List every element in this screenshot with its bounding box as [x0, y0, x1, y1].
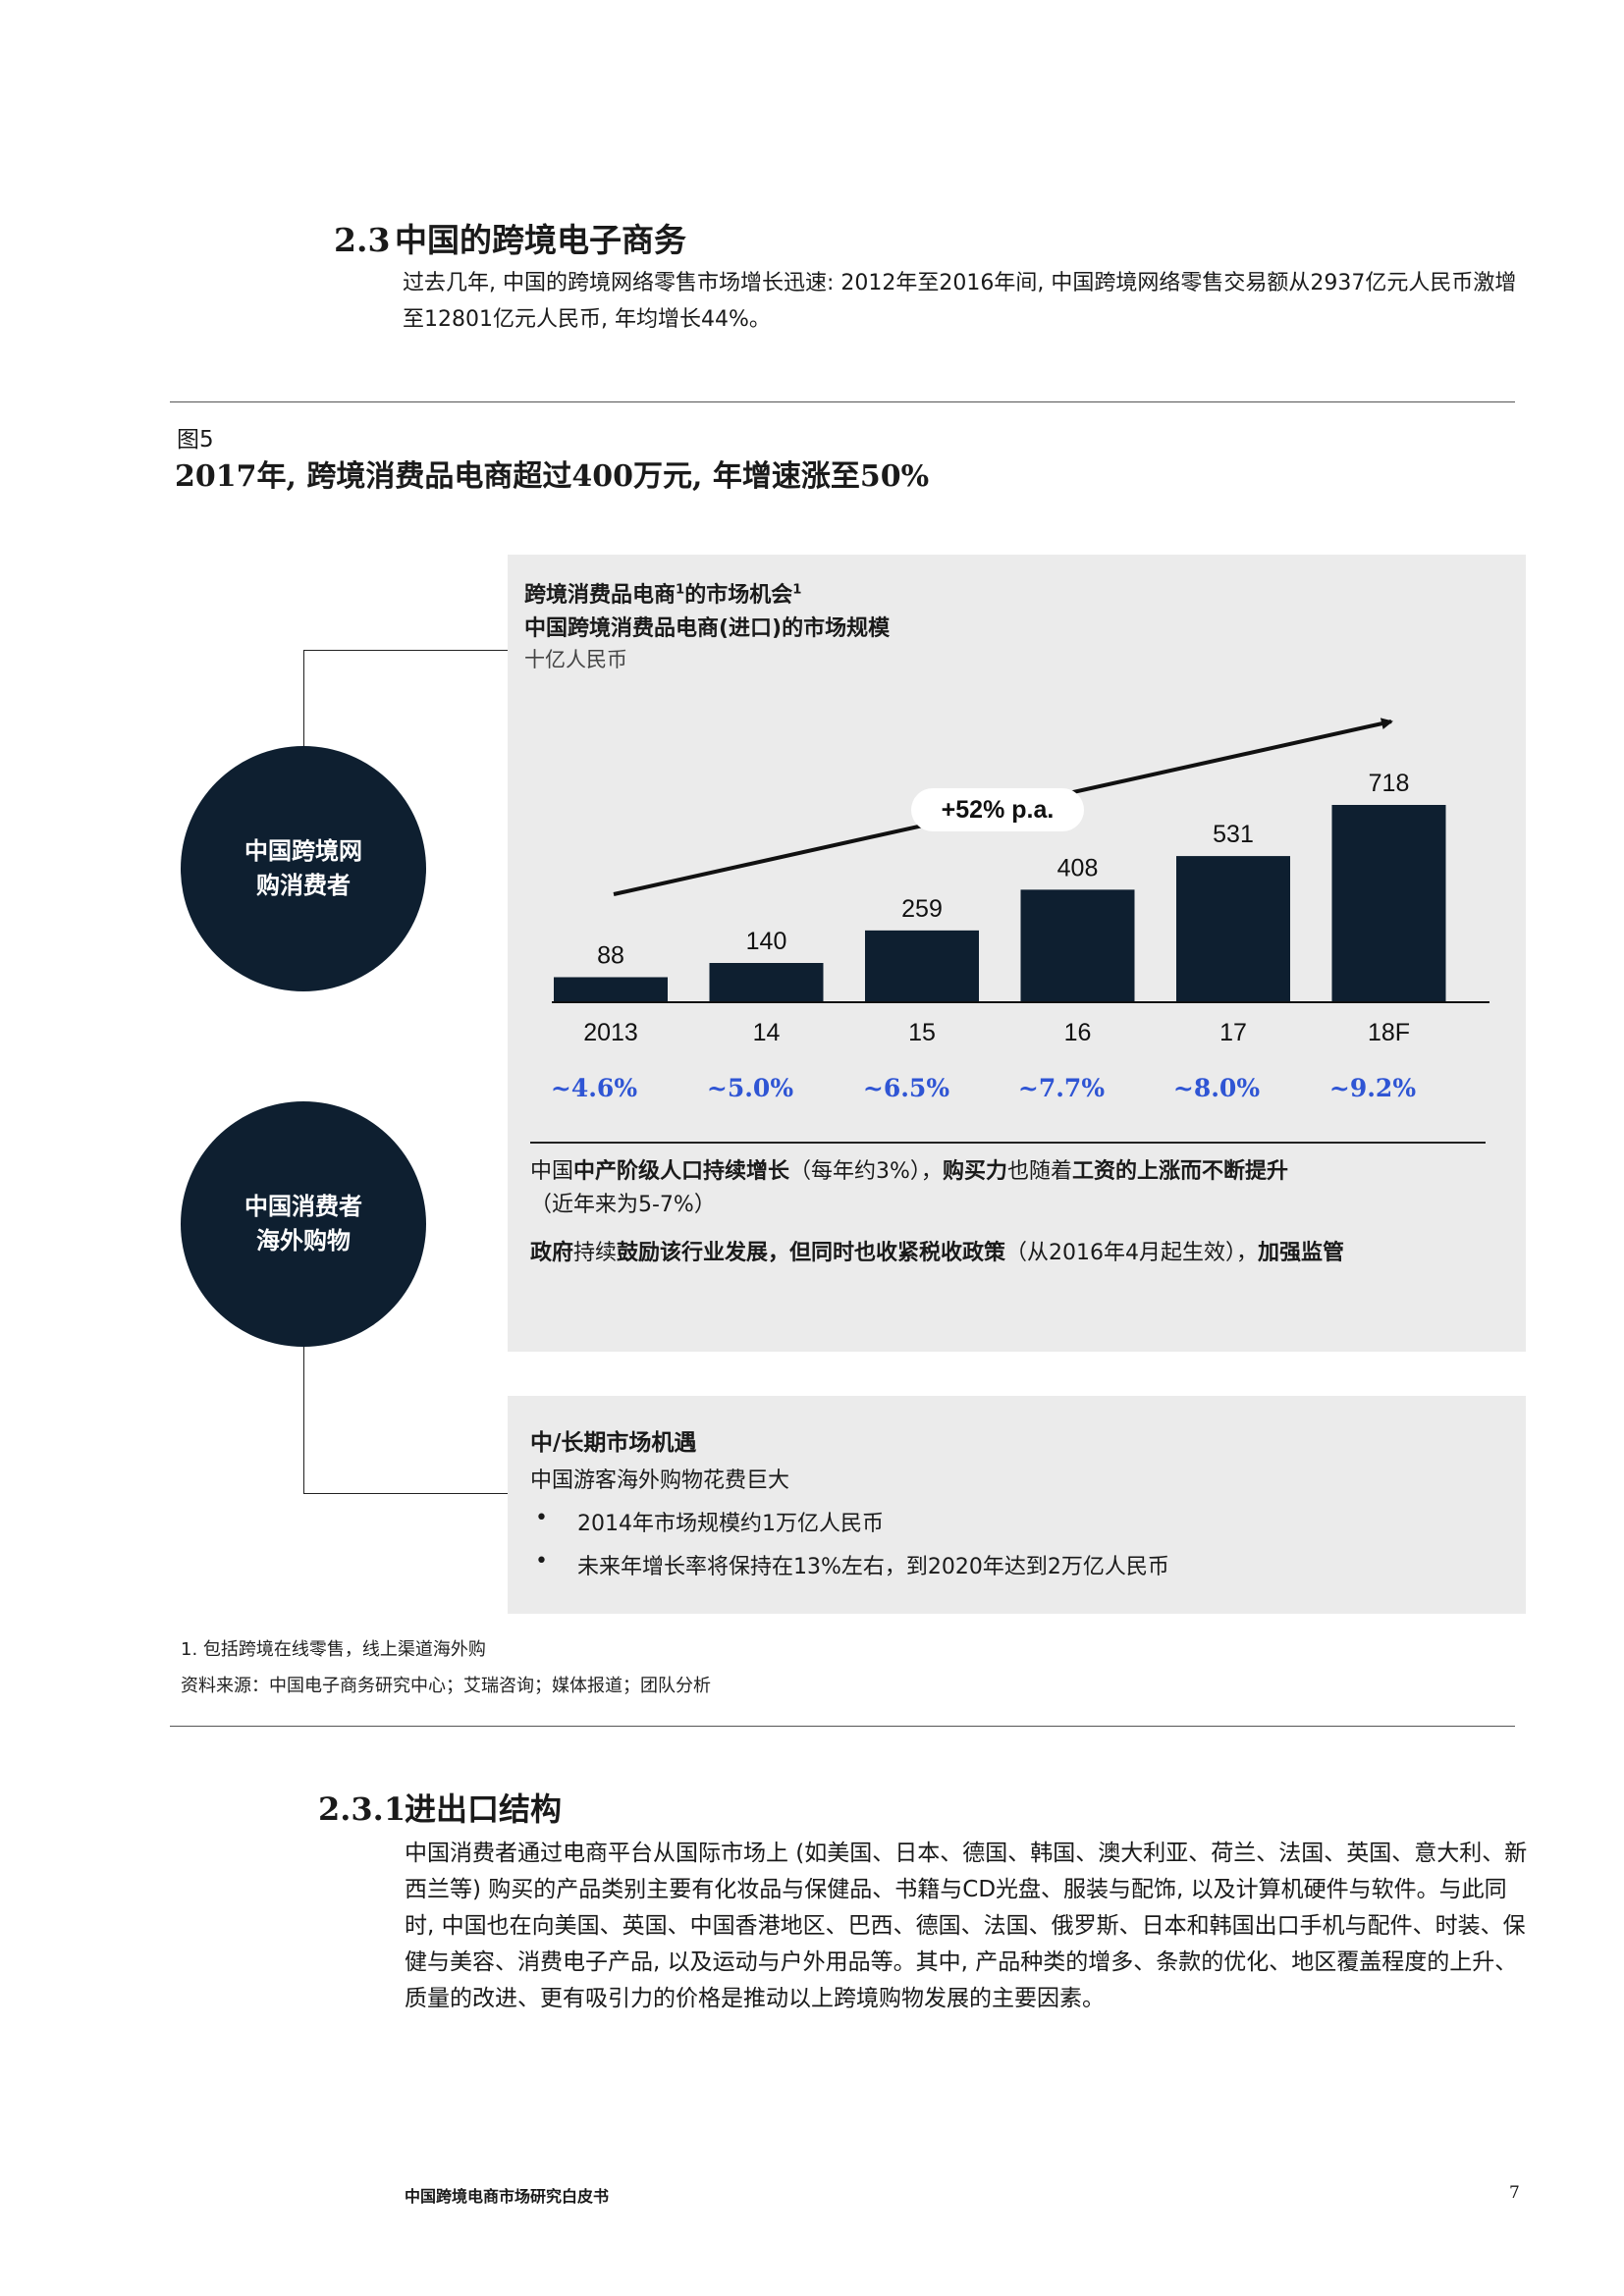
section-intro: 过去几年, 中国的跨境网络零售市场增长迅速: 2012年至2016年间, 中国跨… [403, 271, 1517, 332]
footer-title: 中国跨境电商市场研究白皮书 [405, 2187, 610, 2206]
divider [170, 1726, 1515, 1727]
section-heading: 2.3 中国的跨境电子商务 [334, 214, 686, 261]
bullet-item-2: 未来年增长率将保持在13%左右，到2020年达到2万亿人民币 [577, 1555, 1169, 1579]
driver-text-2: 政府持续鼓励该行业发展，但同时也收紧税收政策（从2016年4月起生效），加强监管 [530, 1237, 1492, 1270]
bullet-marker: • [535, 1506, 548, 1530]
penetration-17: ~8.0% [1172, 1074, 1261, 1102]
t2e: 加强监管 [1258, 1241, 1345, 1265]
category-label-14: 14 [753, 1019, 781, 1046]
bar-18F [1331, 805, 1446, 1001]
category-label-2013: 2013 [583, 1019, 638, 1046]
section-number: 2.3 [334, 221, 391, 259]
figure-title: 2017年, 跨境消费品电商超过400万元, 年增速涨至50% [175, 459, 930, 494]
circle-crossborder-consumers: 中国跨境网 购消费者 [181, 746, 426, 991]
source-note: 资料来源：中国电子商务研究中心；艾瑞咨询；媒体报道；团队分析 [181, 1676, 711, 1696]
unit-label: 十亿人民币 [524, 648, 627, 671]
t2b: 持续 [573, 1241, 618, 1265]
t1b: 中产阶级人口持续增长 [573, 1159, 790, 1184]
subsection-number: 2.3.1 [318, 1790, 406, 1828]
t1g: （近年来为5-7%） [530, 1193, 716, 1217]
t2a: 政府 [530, 1241, 574, 1265]
penetration-row: ~4.6% ~5.0% ~6.5% ~7.7% ~8.0% ~9.2% [506, 1074, 1488, 1107]
bar-14 [709, 963, 824, 1001]
value-label-16: 408 [1057, 854, 1099, 881]
penetration-2013: ~4.6% [550, 1074, 638, 1102]
connector-bottom-horizontal [303, 1493, 508, 1494]
bar-15 [865, 930, 979, 1001]
section-title: 中国的跨境电子商务 [395, 221, 686, 259]
footnote: 1. 包括跨境在线零售，线上渠道海外购 [181, 1639, 486, 1660]
panel-heading-2: 中国跨境消费品电商(进口)的市场规模 [524, 616, 891, 641]
divider [170, 401, 1515, 402]
t1a: 中国 [530, 1159, 574, 1184]
bar-2013 [554, 977, 668, 1001]
footnote-marker: 1 [676, 582, 685, 598]
penetration-14: ~5.0% [706, 1074, 794, 1102]
penetration-18F: ~9.2% [1328, 1074, 1417, 1102]
bullet-item-1: 2014年市场规模约1万亿人民币 [577, 1512, 884, 1536]
penetration-16: ~7.7% [1017, 1074, 1106, 1102]
value-label-14: 140 [746, 928, 787, 955]
bar-17 [1176, 856, 1290, 1001]
driver-text-1: 中国中产阶级人口持续增长（每年约3%），购买力也随着工资的上涨而不断提升 （近年来… [530, 1155, 1512, 1222]
bar-16 [1020, 889, 1135, 1001]
page-number: 7 [1509, 2183, 1520, 2203]
market-size-bar-chart: 88 2013 140 14 259 15 408 16 531 17 718 18F [552, 718, 1489, 1046]
value-label-2013: 88 [597, 941, 624, 969]
category-label-16: 16 [1064, 1019, 1092, 1046]
t2d: （从2016年4月起生效）， [1005, 1241, 1259, 1265]
bullet-marker: • [535, 1549, 548, 1574]
circle-overseas-shopping: 中国消费者 海外购物 [181, 1101, 426, 1347]
circle-top-line1: 中国跨境网 [244, 837, 362, 865]
panel-divider [530, 1142, 1486, 1144]
panel-heading-1-text: 跨境消费品电商 [524, 583, 677, 608]
penetration-15: ~6.5% [862, 1074, 950, 1102]
connector-top-horizontal [303, 650, 508, 651]
t1c: （每年约3%）， [789, 1159, 943, 1184]
growth-rate-label: +52% p.a. [911, 788, 1084, 831]
category-label-18F: 18F [1368, 1019, 1410, 1046]
mid-long-term-title: 中/长期市场机遇 [530, 1430, 697, 1456]
value-label-15: 259 [901, 895, 943, 923]
footnote-marker-2: 1 [792, 582, 802, 598]
subsection-heading: 2.3.1进出口结构 [318, 1785, 562, 1830]
t1e: 也随着 [1006, 1159, 1072, 1184]
category-label-15: 15 [908, 1019, 936, 1046]
t2c: 鼓励该行业发展，但同时也收紧税收政策 [617, 1241, 1006, 1265]
mid-long-term-panel [508, 1396, 1526, 1614]
value-label-17: 531 [1213, 821, 1254, 848]
subsection-body: 中国消费者通过电商平台从国际市场上 (如美国、日本、德国、韩国、澳大利亚、荷兰、… [405, 1841, 1528, 2011]
subsection-title: 进出口结构 [405, 1790, 563, 1828]
panel-heading-1-rest: 的市场机会 [684, 583, 793, 608]
circle-bottom-line2: 海外购物 [256, 1227, 351, 1255]
category-label-17: 17 [1219, 1019, 1247, 1046]
connector-bottom-vertical [303, 1345, 304, 1494]
connector-top-vertical [303, 650, 304, 746]
t1d: 购买力 [942, 1159, 1007, 1184]
circle-bottom-line1: 中国消费者 [244, 1193, 362, 1220]
figure-label: 图5 [177, 427, 214, 453]
t1f: 工资的上涨而不断提升 [1071, 1159, 1288, 1184]
value-label-18F: 718 [1369, 770, 1410, 797]
mid-long-term-subtitle: 中国游客海外购物花费巨大 [530, 1468, 790, 1493]
panel-heading-1: 跨境消费品电商1的市场机会1 [524, 577, 801, 609]
circle-top-line2: 购消费者 [256, 872, 351, 899]
